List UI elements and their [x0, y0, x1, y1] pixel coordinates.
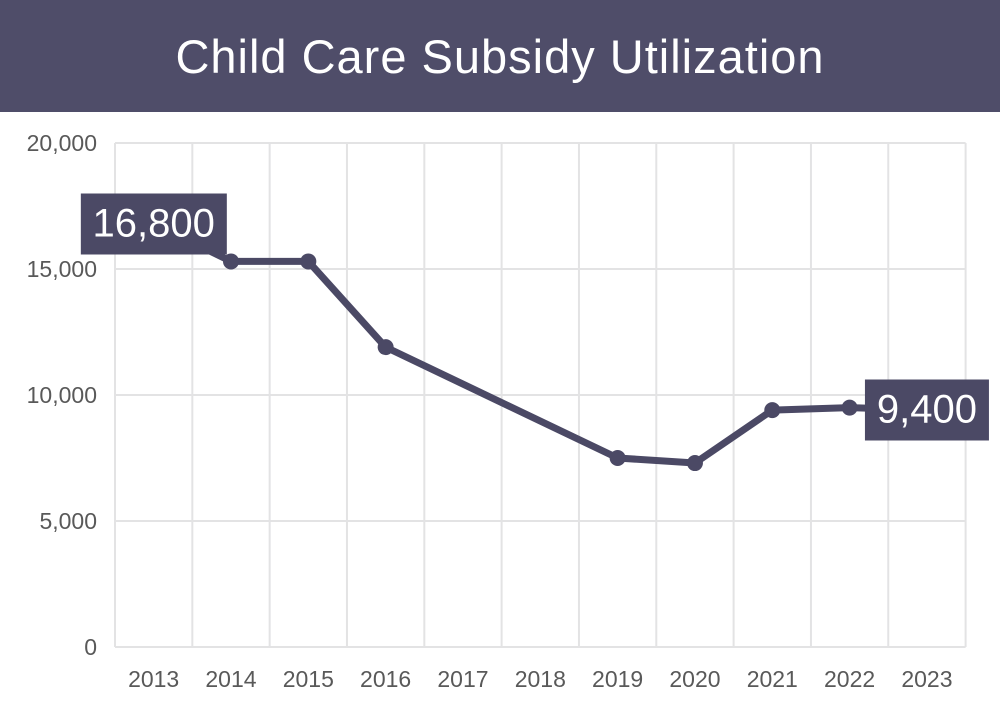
- header-band: [0, 0, 1000, 112]
- data-point-marker-2014: [222, 253, 239, 270]
- x-axis-tick-label: 2022: [824, 666, 875, 692]
- x-axis-tick-label: 2017: [437, 666, 488, 692]
- data-point-marker-2020: [686, 455, 703, 472]
- y-axis-tick-label: 20,000: [27, 130, 97, 156]
- data-point-marker-2016: [377, 339, 394, 356]
- y-axis-tick-label: 15,000: [27, 256, 97, 282]
- x-axis-tick-label: 2023: [901, 666, 952, 692]
- x-axis-tick-label: 2016: [360, 666, 411, 692]
- y-axis-tick-label: 5,000: [39, 508, 97, 534]
- data-point-marker-2015: [300, 253, 317, 270]
- x-axis-tick-label: 2015: [283, 666, 334, 692]
- x-axis-tick-label: 2018: [515, 666, 566, 692]
- data-point-marker-2019: [609, 450, 626, 466]
- x-axis-tick-label: 2013: [128, 666, 179, 692]
- data-point-marker-2022: [841, 399, 858, 416]
- chart-header: Child Care Subsidy Utilization: [0, 0, 1000, 112]
- data-point-marker-2021: [764, 402, 781, 419]
- x-axis-tick-label: 2021: [747, 666, 798, 692]
- data-label-2013: 16,800: [80, 193, 227, 255]
- y-axis-tick-label: 10,000: [27, 382, 97, 408]
- data-label-2023: 9,400: [864, 379, 989, 441]
- x-axis-tick-label: 2019: [592, 666, 643, 692]
- x-axis-tick-label: 2020: [669, 666, 720, 692]
- chart-title: Child Care Subsidy Utilization: [175, 29, 825, 83]
- y-axis-tick-label: 0: [84, 634, 97, 660]
- x-axis-tick-label: 2014: [205, 666, 256, 692]
